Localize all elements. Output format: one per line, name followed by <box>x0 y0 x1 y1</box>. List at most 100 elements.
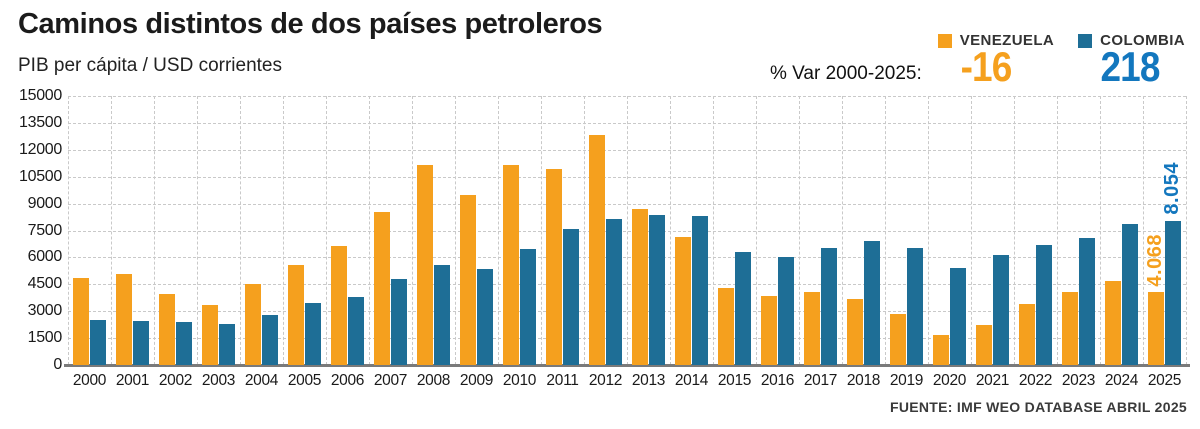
bar-colombia-2016 <box>778 257 795 365</box>
legend: VENEZUELA COLOMBIA <box>937 32 1185 49</box>
gridline-vertical <box>756 96 757 365</box>
bar-venezuela-2017 <box>803 292 820 365</box>
gridline-vertical <box>283 96 284 365</box>
bar-colombia-2013 <box>649 215 666 365</box>
x-tick-label: 2007 <box>373 372 408 389</box>
bar-venezuela-2000 <box>72 278 89 365</box>
bar-venezuela-2012 <box>588 135 605 365</box>
bar-colombia-2025 <box>1165 220 1182 365</box>
bar-venezuela-2015 <box>717 287 734 365</box>
y-tick-label: 10500 <box>19 167 62 185</box>
y-tick-label: 3000 <box>27 302 63 320</box>
y-tick-label: 4500 <box>27 275 63 293</box>
legend-item-colombia: COLOMBIA <box>1078 32 1185 49</box>
x-tick-label: 2018 <box>846 372 881 389</box>
x-tick-label: 2004 <box>244 372 279 389</box>
x-tick-label: 2017 <box>803 372 838 389</box>
bar-colombia-2002 <box>176 321 193 365</box>
gridline-vertical <box>498 96 499 365</box>
gridline-vertical <box>1057 96 1058 365</box>
gridline-vertical <box>541 96 542 365</box>
bar-colombia-2008 <box>434 264 451 365</box>
x-tick-label: 2023 <box>1061 372 1096 389</box>
bar-colombia-2006 <box>348 296 365 365</box>
bar-colombia-2009 <box>477 269 494 365</box>
chart-subtitle: PIB per cápita / USD corrientes <box>18 55 282 76</box>
x-tick-label: 2001 <box>115 372 150 389</box>
legend-item-venezuela: VENEZUELA <box>937 32 1055 49</box>
x-axis-line <box>64 364 1190 367</box>
gridline-vertical <box>627 96 628 365</box>
gridline-vertical <box>670 96 671 365</box>
bar-colombia-2003 <box>219 323 236 365</box>
bar-colombia-2007 <box>391 278 408 365</box>
gridline-vertical <box>369 96 370 365</box>
y-tick-label: 1500 <box>27 329 63 347</box>
bar-colombia-2020 <box>950 268 967 365</box>
gridline-vertical <box>197 96 198 365</box>
bar-venezuela-2010 <box>502 165 519 365</box>
bar-venezuela-2009 <box>459 194 476 365</box>
x-tick-label: 2024 <box>1104 372 1139 389</box>
x-tick-label: 2003 <box>201 372 236 389</box>
bar-colombia-2000 <box>90 319 107 365</box>
gridline-vertical <box>154 96 155 365</box>
x-tick-label: 2005 <box>287 372 322 389</box>
x-tick-label: 2013 <box>631 372 666 389</box>
y-tick-label: 13500 <box>19 113 62 131</box>
gridline-vertical <box>1100 96 1101 365</box>
bar-venezuela-2008 <box>416 165 433 365</box>
bar-venezuela-2002 <box>158 294 175 365</box>
bar-venezuela-2006 <box>330 245 347 365</box>
x-tick-label: 2008 <box>416 372 451 389</box>
gridline-vertical <box>326 96 327 365</box>
gridline-vertical <box>971 96 972 365</box>
gridline-vertical <box>842 96 843 365</box>
gridline-vertical <box>1014 96 1015 365</box>
bar-venezuela-2020 <box>932 335 949 365</box>
bar-value-annotation-colombia: 8.054 <box>1161 162 1184 215</box>
y-tick-label: 7500 <box>27 221 63 239</box>
bar-venezuela-2003 <box>201 304 218 365</box>
bar-colombia-2022 <box>1036 244 1053 365</box>
y-tick-label: 6000 <box>27 248 63 266</box>
x-tick-label: 2019 <box>889 372 924 389</box>
bar-venezuela-2022 <box>1018 304 1035 365</box>
variation-label: % Var 2000-2025: <box>770 63 922 84</box>
y-tick-label: 9000 <box>27 194 63 212</box>
bar-colombia-2023 <box>1079 237 1096 365</box>
bar-venezuela-2019 <box>889 313 906 365</box>
bar-venezuela-2018 <box>846 298 863 365</box>
bar-colombia-2011 <box>563 228 580 365</box>
bar-venezuela-2011 <box>545 168 562 365</box>
colombia-swatch-icon <box>1078 33 1093 48</box>
bar-venezuela-2013 <box>631 208 648 365</box>
gridline-vertical <box>885 96 886 365</box>
gridline-vertical <box>713 96 714 365</box>
bar-venezuela-2016 <box>760 295 777 365</box>
x-tick-label: 2025 <box>1147 372 1182 389</box>
x-tick-label: 2020 <box>932 372 967 389</box>
x-tick-label: 2015 <box>717 372 752 389</box>
x-tick-label: 2002 <box>158 372 193 389</box>
bar-colombia-2018 <box>864 241 881 365</box>
source-note: FUENTE: IMF WEO DATABASE ABRIL 2025 <box>889 399 1187 415</box>
bar-value-annotation-venezuela: 4.068 <box>1143 233 1166 287</box>
bar-venezuela-2007 <box>373 211 390 365</box>
x-tick-label: 2016 <box>760 372 795 389</box>
bar-venezuela-2023 <box>1061 292 1078 365</box>
legend-label-venezuela: VENEZUELA <box>959 32 1055 49</box>
x-tick-label: 2022 <box>1018 372 1053 389</box>
y-tick-label: 12000 <box>19 140 62 158</box>
legend-label-colombia: COLOMBIA <box>1100 32 1185 49</box>
gridline-vertical <box>1186 96 1187 365</box>
bar-venezuela-2014 <box>674 236 691 365</box>
x-tick-label: 2010 <box>502 372 537 389</box>
bar-colombia-2001 <box>133 320 150 365</box>
bar-colombia-2010 <box>520 249 537 365</box>
gridline-vertical <box>68 96 69 365</box>
gridline-vertical <box>1143 96 1144 365</box>
gridline-vertical <box>412 96 413 365</box>
gridline-vertical <box>584 96 585 365</box>
x-tick-label: 2009 <box>459 372 494 389</box>
